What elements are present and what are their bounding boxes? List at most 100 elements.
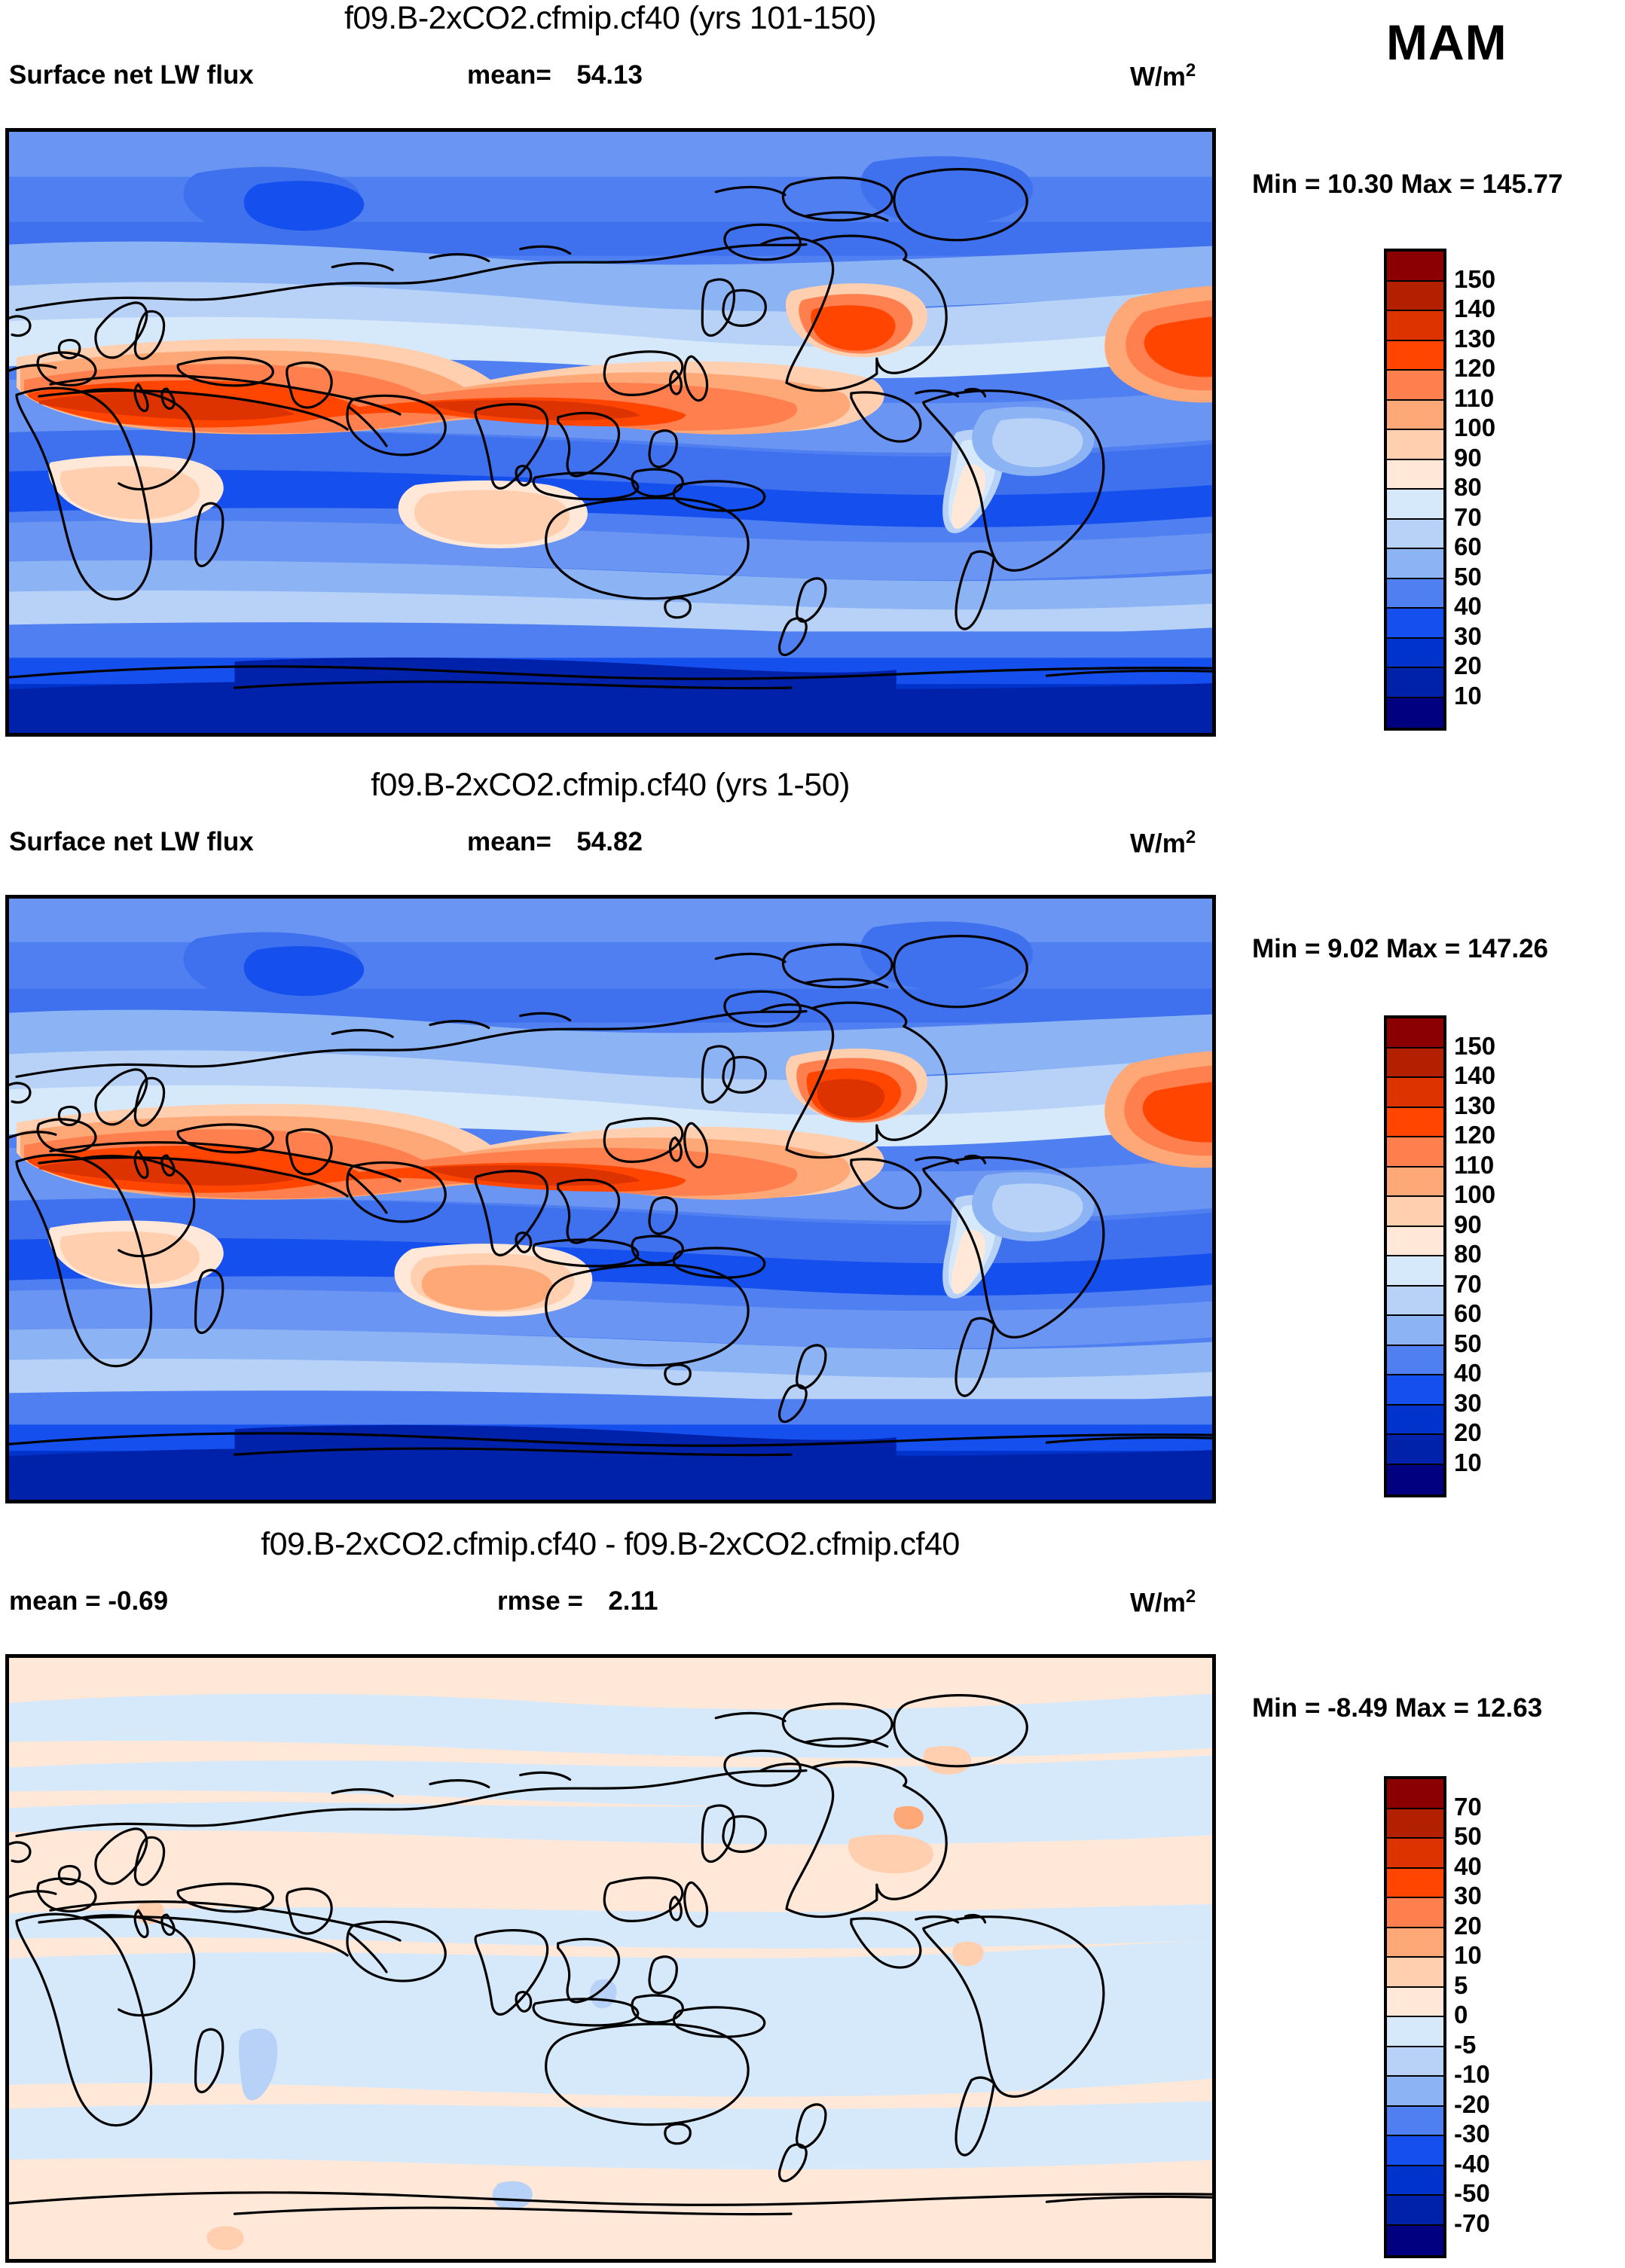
colorbar-band [1387,1868,1443,1898]
colorbar-tick-label: 60 [1454,533,1482,560]
colorbar-tick-label: -30 [1454,2120,1490,2147]
colorbar-band [1387,490,1443,520]
colorbar-band [1387,1405,1443,1435]
colorbar-band [1387,1078,1443,1108]
panel-3-units: W/m2 [1130,1586,1196,1619]
colorbar-band [1387,459,1443,490]
panel-2-title: f09.B-2xCO2.cfmip.cf40 (yrs 1-50) [371,767,850,803]
colorbar-tick-label: 90 [1454,1210,1482,1238]
panel-2-mean-value: 54.82 [576,827,643,856]
colorbar-tick-label: 80 [1454,473,1482,501]
colorbar-tick-label: 100 [1454,414,1496,441]
colorbar-tick-label: 10 [1454,1448,1482,1476]
colorbar-band [1387,2047,1443,2077]
colorbar-tick-label: -40 [1454,2149,1490,2178]
colorbar-band [1387,1958,1443,1988]
panel-1-units-text: W/m [1130,62,1186,92]
colorbar-tick-label: 140 [1454,1061,1496,1089]
colorbar-tick-label: 130 [1454,324,1496,353]
colorbar-band [1387,1987,1443,2017]
panel-3-title: f09.B-2xCO2.cfmip.cf40 - f09.B-2xCO2.cfm… [261,1526,960,1562]
colorbar-band [1387,519,1443,549]
colorbar-tick-label: 70 [1454,1792,1482,1821]
panel-2-units-text: W/m [1130,829,1186,859]
colorbar-tick-label: 50 [1454,1822,1482,1850]
colorbar-tick-label: 120 [1454,354,1496,382]
colorbar-panel-2[interactable] [1384,1015,1446,1497]
colorbar-band [1387,2106,1443,2136]
panel-2-units-exponent: 2 [1185,827,1196,847]
colorbar-band [1387,1779,1443,1809]
colorbar-tick-label: 10 [1454,681,1482,710]
panel-1-mean-label: mean= [467,60,551,90]
panel-3-rmse-label: rmse = [497,1586,583,1616]
colorbar-tick-label: 110 [1454,1150,1495,1179]
colorbar-band [1387,2077,1443,2107]
colorbar-tick-label: 150 [1454,1031,1496,1060]
colorbar-band [1387,1226,1443,1256]
panel-3-rmse: rmse = 2.11 [497,1586,658,1616]
colorbar-band [1387,578,1443,609]
colorbar-tick-label: 0 [1454,2001,1468,2028]
colorbar-tick-label: 100 [1454,1180,1496,1208]
panel-1-mean-value: 54.13 [576,60,643,90]
colorbar-tick-label: -70 [1454,2208,1490,2237]
colorbar-band [1387,1435,1443,1465]
colorbar-tick-label: 120 [1454,1121,1496,1149]
colorbar-band [1387,2196,1443,2226]
colorbar-band [1387,1316,1443,1346]
map-panel-1[interactable] [5,128,1216,737]
panel-1-units-exponent: 2 [1185,60,1196,81]
map-panel-3[interactable] [5,1654,1216,2263]
panel-1-variable: Surface net LW flux [9,60,254,90]
panel-2-minmax: Min = 9.02 Max = 147.26 [1252,934,1549,963]
colorbar-tick-label: 5 [1454,1970,1468,1999]
panel-2-mean: mean= 54.82 [467,827,643,857]
colorbar-tick-label: 30 [1454,1388,1482,1417]
colorbar-band [1387,697,1443,728]
colorbar-tick-label: 150 [1454,264,1496,293]
panel-2-variable: Surface net LW flux [9,827,254,856]
map-panel-2[interactable] [5,895,1216,1503]
colorbar-tick-label: 50 [1454,562,1482,591]
colorbar-tick-label: 50 [1454,1329,1482,1357]
panel-1-mean: mean= 54.13 [467,60,643,90]
panel-2-units: W/m2 [1130,827,1196,859]
colorbar-tick-label: 20 [1454,1911,1482,1940]
panel-3-units-exponent: 2 [1185,1586,1196,1607]
season-label: MAM [1386,14,1507,70]
colorbar-band [1387,2166,1443,2196]
colorbar-band [1387,1197,1443,1227]
colorbar-band [1387,340,1443,371]
colorbar-tick-label: 20 [1454,652,1482,679]
colorbar-band [1387,281,1443,311]
panel-1-minmax: Min = 10.30 Max = 145.77 [1252,169,1563,199]
colorbar-tick-label: 10 [1454,1941,1482,1969]
colorbar-band [1387,1345,1443,1375]
colorbar-band [1387,1107,1443,1137]
colorbar-tick-label: 110 [1454,383,1495,412]
colorbar-panel-3[interactable] [1384,1776,1446,2258]
colorbar-band [1387,1839,1443,1869]
colorbar-band [1387,668,1443,698]
colorbar-band [1387,311,1443,341]
panel-3-minmax: Min = -8.49 Max = 12.63 [1252,1693,1543,1723]
panel-3-units-text: W/m [1130,1588,1186,1618]
colorbar-tick-label: 90 [1454,443,1482,472]
colorbar-band [1387,1464,1443,1494]
colorbar-band [1387,2017,1443,2047]
colorbar-tick-label: 70 [1454,1269,1482,1298]
colorbar-band [1387,371,1443,401]
colorbar-tick-label: 40 [1454,1359,1482,1387]
colorbar-tick-label: 60 [1454,1299,1482,1327]
colorbar-band [1387,549,1443,579]
colorbar-band [1387,609,1443,639]
colorbar-tick-label: 30 [1454,621,1482,650]
panel-1-units: W/m2 [1130,60,1196,93]
colorbar-tick-label: -50 [1454,2179,1490,2207]
colorbar-band [1387,400,1443,430]
colorbar-tick-label: 140 [1454,295,1496,322]
colorbar-panel-1[interactable] [1384,249,1446,731]
colorbar-band [1387,1048,1443,1078]
colorbar-band [1387,2136,1443,2166]
